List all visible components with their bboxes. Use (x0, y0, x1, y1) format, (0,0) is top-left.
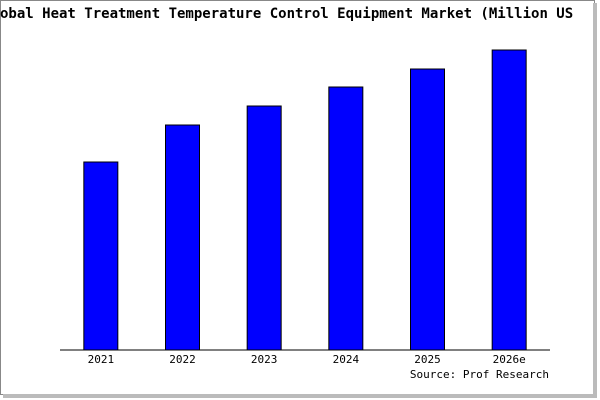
x-tick-label: 2021 (88, 353, 115, 366)
x-tick-label: 2022 (169, 353, 196, 366)
bar (491, 49, 527, 351)
x-tick-label: 2023 (251, 353, 278, 366)
chart-title: obal Heat Treatment Temperature Control … (0, 6, 573, 22)
bar (410, 68, 445, 351)
bar (246, 105, 282, 351)
x-tick-label: 2026e (493, 353, 526, 366)
bar (328, 86, 364, 351)
source-note: Source: Prof Research (410, 368, 549, 381)
bar (165, 124, 200, 351)
bar (83, 161, 119, 351)
x-tick-label: 2025 (414, 353, 441, 366)
x-tick-label: 2024 (333, 353, 360, 366)
